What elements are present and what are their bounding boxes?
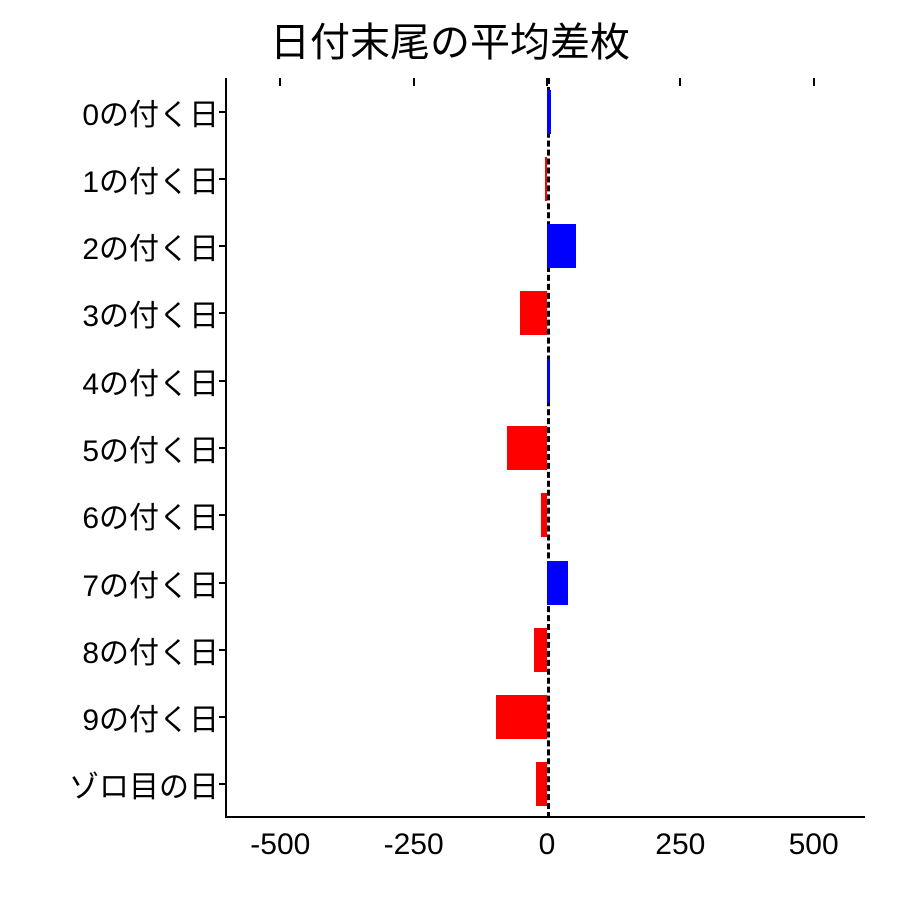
y-tick-label: 0の付く日 (82, 90, 227, 134)
x-tick-mark (813, 78, 815, 86)
y-tick-label: 7の付く日 (82, 561, 227, 605)
x-tick-label: 500 (789, 816, 839, 862)
bar (534, 628, 547, 672)
y-tick-label: 1の付く日 (82, 157, 227, 201)
y-tick-label: 8の付く日 (82, 628, 227, 672)
x-tick-mark (279, 78, 281, 86)
chart-container: 日付末尾の平均差枚 0の付く日1の付く日2の付く日3の付く日4の付く日5の付く日… (0, 0, 900, 900)
y-tick-label: 6の付く日 (82, 493, 227, 537)
bar (547, 561, 568, 605)
bar (536, 762, 547, 806)
y-tick-label: 9の付く日 (82, 695, 227, 739)
bar (547, 90, 551, 134)
y-tick-label: 4の付く日 (82, 359, 227, 403)
y-tick-label: 2の付く日 (82, 224, 227, 268)
bar (507, 426, 547, 470)
x-tick-mark (413, 78, 415, 86)
bar (547, 359, 550, 403)
bar (496, 695, 547, 739)
x-tick-label: -500 (250, 816, 310, 862)
x-tick-mark (546, 78, 548, 86)
chart-title: 日付末尾の平均差枚 (0, 10, 900, 68)
x-tick-mark (679, 78, 681, 86)
plot-area: 0の付く日1の付く日2の付く日3の付く日4の付く日5の付く日6の付く日7の付く日… (225, 78, 865, 818)
x-tick-label: 0 (539, 816, 556, 862)
bar (541, 493, 547, 537)
zero-reference-line (547, 78, 550, 818)
bar (545, 157, 547, 201)
bar (520, 291, 547, 335)
x-tick-label: -250 (384, 816, 444, 862)
y-tick-label: 3の付く日 (82, 291, 227, 335)
bar (547, 224, 576, 268)
x-tick-label: 250 (655, 816, 705, 862)
y-tick-label: 5の付く日 (82, 426, 227, 470)
y-tick-label: ゾロ目の日 (69, 762, 227, 806)
